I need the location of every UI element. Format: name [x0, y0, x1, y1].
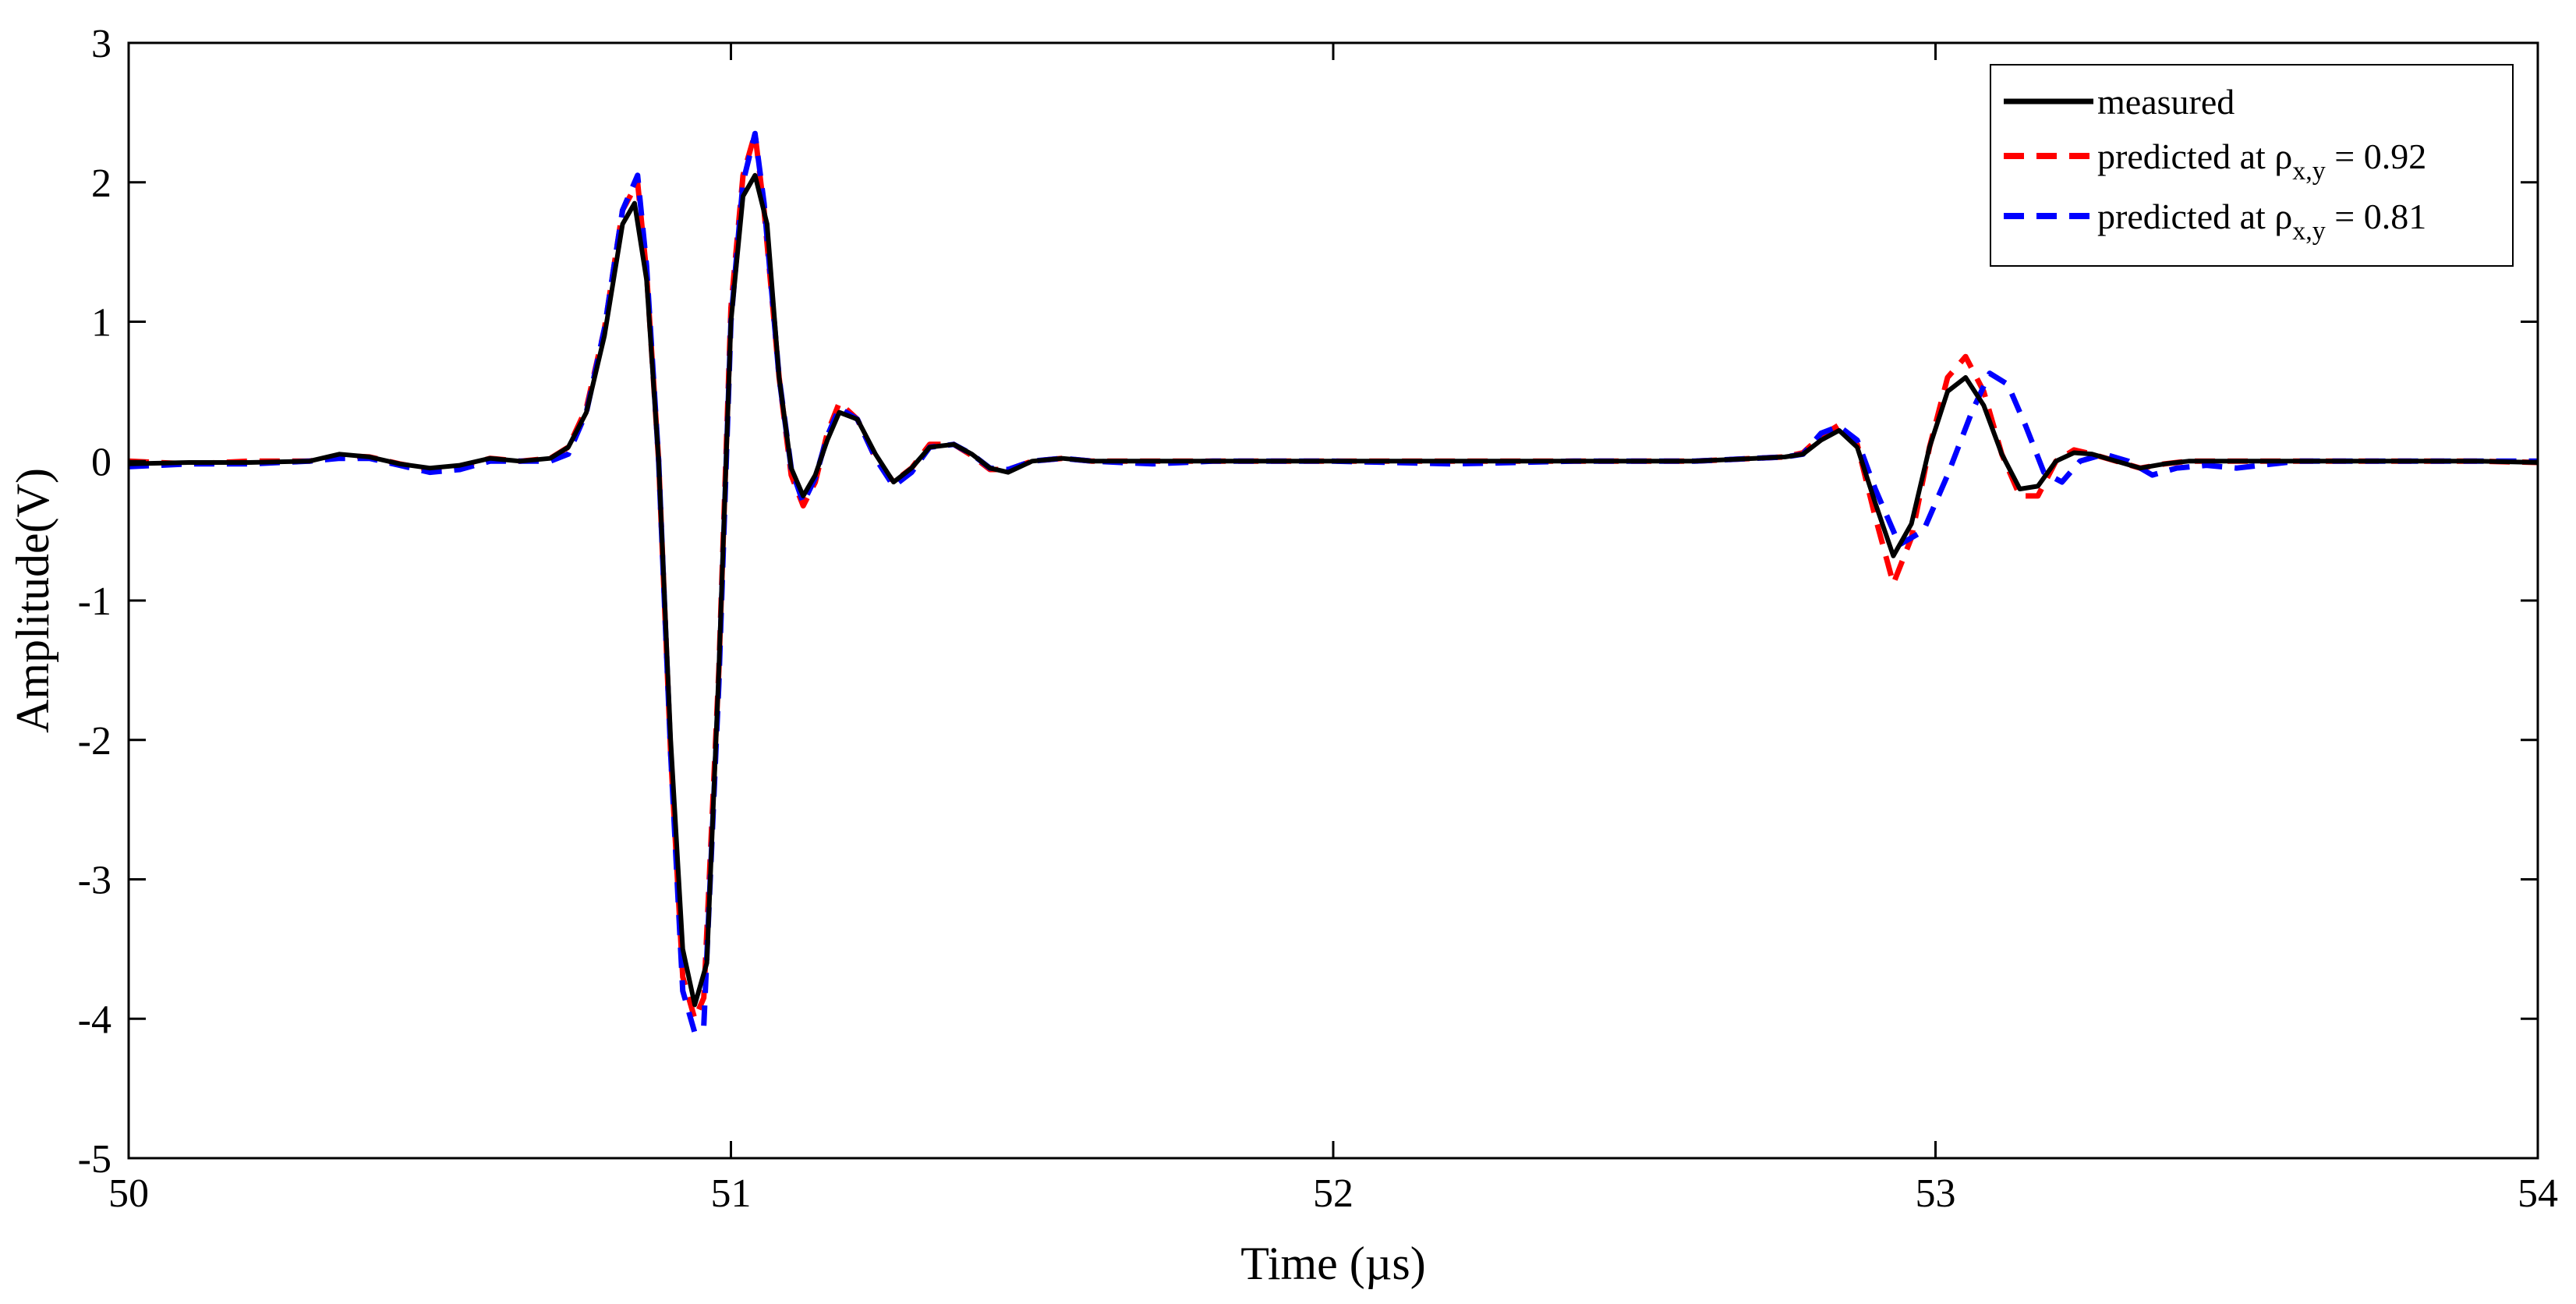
plot-frame: [127, 41, 2539, 1160]
series-layer: [128, 130, 2539, 1036]
x-tick-label-1: 51: [711, 1171, 752, 1216]
legend-label-2: predicted at ρx,y = 0.81: [2097, 197, 2426, 246]
y-tick-label-1: -4: [78, 997, 111, 1042]
x-tick-label-0: 50: [108, 1171, 149, 1216]
y-tick-label-5: 0: [91, 440, 111, 484]
x-axis-label: Time (µs): [1240, 1238, 1425, 1289]
x-tick-label-2: 52: [1313, 1171, 1353, 1216]
series-line-2: [128, 130, 2538, 1036]
y-tick-label-3: -2: [78, 719, 111, 764]
series-line-0: [128, 172, 2539, 1008]
legend-label-value: = 0.81: [2326, 197, 2426, 236]
legend-label-main: measured: [2097, 82, 2235, 122]
y-tick-labels: -5 -4 -3 -2 -1 0 1 2 3: [78, 22, 111, 1182]
x-tick-labels: 50 51 52 53 54: [108, 1171, 2558, 1216]
y-tick-label-4: -1: [78, 579, 111, 624]
y-axis-label: Amplitude(V): [7, 468, 58, 733]
y-tick-label-2: -3: [78, 859, 111, 903]
legend-label-subscript: x,y: [2292, 157, 2326, 186]
legend-label-main: predicted at ρ: [2097, 197, 2292, 236]
legend-label-subscript: x,y: [2292, 217, 2326, 246]
legend-label-main: predicted at ρ: [2097, 136, 2292, 176]
series-line-1: [128, 130, 2539, 1022]
legend-label-1: predicted at ρx,y = 0.92: [2097, 136, 2426, 186]
y-tick-label-0: -5: [78, 1137, 111, 1182]
x-tick-label-4: 54: [2518, 1171, 2558, 1216]
x-tick-label-3: 53: [1916, 1171, 1956, 1216]
legend-label-0: measured: [2097, 82, 2235, 122]
legend-label-value: = 0.92: [2326, 136, 2426, 176]
y-tick-label-7: 2: [91, 161, 111, 206]
y-tick-label-8: 3: [91, 22, 111, 66]
legend-box: [1990, 64, 2514, 267]
y-tick-label-6: 1: [91, 301, 111, 345]
